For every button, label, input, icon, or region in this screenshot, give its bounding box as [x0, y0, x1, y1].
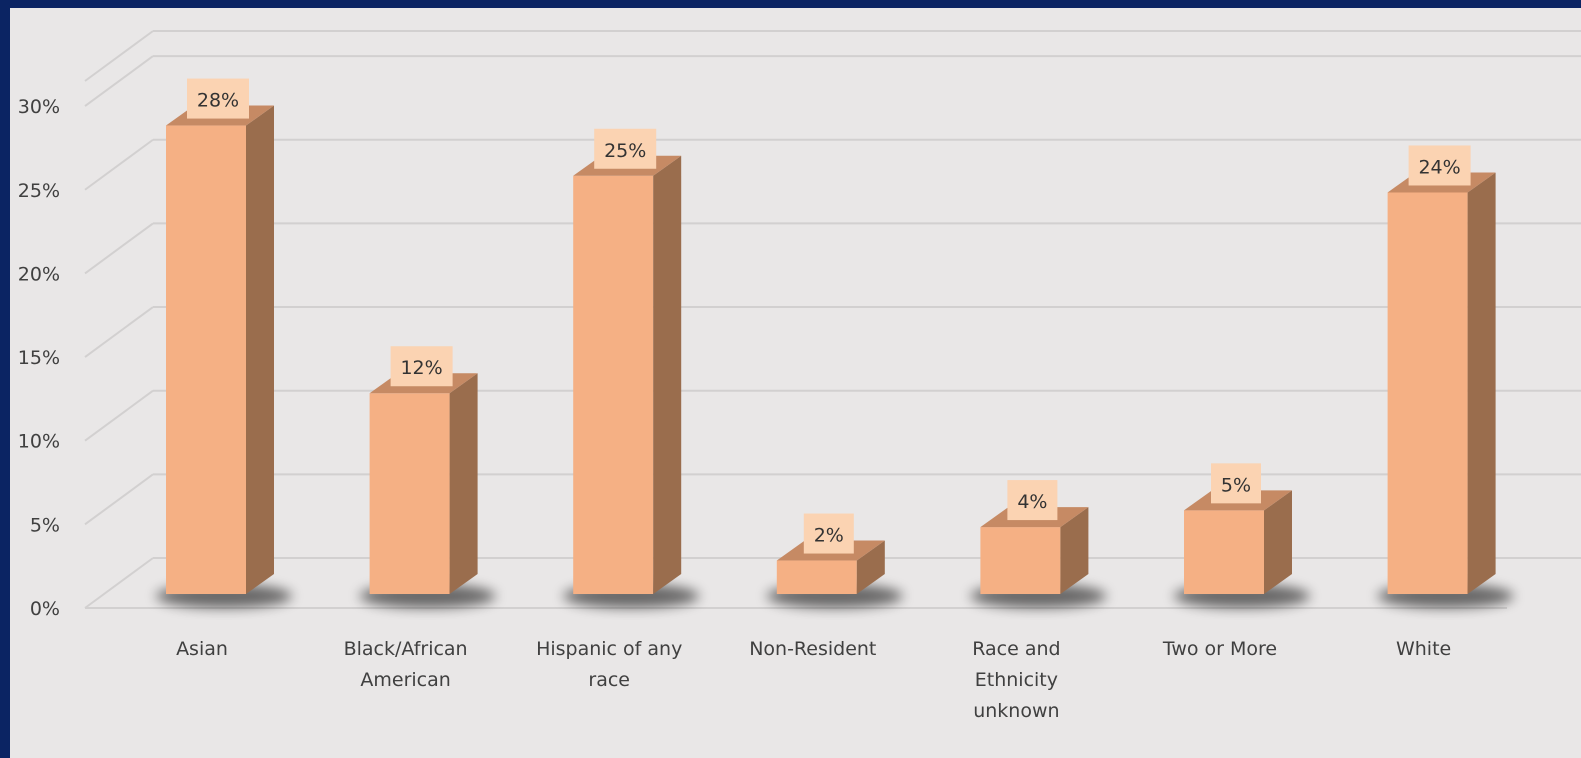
bar-side [1060, 507, 1089, 594]
bar-group: 4% [970, 480, 1107, 608]
x-tick-label: Ethnicity [975, 669, 1058, 691]
data-label: 12% [400, 357, 442, 379]
bar [573, 175, 654, 594]
side-wall-gridline [84, 138, 154, 191]
y-axis-ticks: 0% 5% 10% 15% 20% 25% 30% [18, 96, 60, 620]
x-tick-label: White [1396, 638, 1451, 660]
data-label: 24% [1418, 156, 1460, 178]
side-wall-gridline [84, 306, 154, 358]
data-label-box [1211, 463, 1261, 504]
floor-edge-left [84, 557, 154, 609]
y-tick-label: 30% [18, 96, 60, 118]
data-label-box [594, 128, 657, 169]
x-tick-label: American [360, 669, 450, 691]
y-tick-label: 25% [18, 180, 60, 202]
y-tick-label: 20% [18, 263, 60, 285]
side-wall-gridline [84, 473, 154, 526]
bar-group: 28% [156, 78, 292, 608]
side-wall-gridline [84, 389, 154, 442]
data-label-box [187, 78, 249, 119]
bar-group: 24% [1377, 145, 1514, 608]
side-wall-gridline [84, 55, 154, 107]
side-wall-gridline [84, 222, 154, 275]
x-tick-label: Black/African [344, 638, 468, 660]
bar [369, 393, 450, 594]
bar-side [856, 540, 885, 594]
data-label: 4% [1017, 491, 1047, 513]
bar-group: 25% [563, 128, 700, 608]
data-label: 5% [1221, 474, 1251, 496]
data-label: 2% [814, 525, 844, 547]
bar [1387, 192, 1468, 595]
data-label-box [1007, 480, 1058, 521]
y-tick-label: 15% [18, 347, 60, 369]
bar [776, 560, 857, 594]
y-tick-label: 0% [30, 598, 60, 620]
bar-side [1264, 490, 1292, 594]
bar-chart: 0% 5% 10% 15% 20% 25% 30% 28% 12% 25% 2% 4% 5% 24% A… [18, 30, 1581, 722]
x-tick-label: race [588, 669, 630, 691]
x-tick-label: Non-Resident [749, 638, 876, 660]
data-label-box [803, 513, 854, 554]
x-axis-labels: Asian Black/African American Hispanic of an… [176, 638, 1451, 722]
bar [980, 527, 1061, 594]
chart-panel: 0% 5% 10% 15% 20% 25% 30% 28% 12% 25% 2% 4% 5% 24% A… [10, 8, 1581, 758]
x-tick-label: Asian [176, 638, 228, 660]
x-tick-label: Race and [972, 638, 1060, 660]
data-label-box [1408, 145, 1471, 186]
data-label: 25% [604, 140, 646, 162]
side-wall-top-edge [84, 30, 154, 82]
bar-side [653, 155, 682, 594]
bars: 28% 12% 25% 2% 4% 5% 24% [156, 78, 1514, 608]
y-tick-label: 10% [18, 431, 60, 453]
bar-group: 5% [1174, 463, 1310, 608]
data-label-box [390, 346, 453, 387]
bar-side [1467, 172, 1496, 595]
bar [166, 125, 246, 594]
x-tick-label: unknown [973, 700, 1059, 722]
data-label: 28% [197, 90, 239, 112]
x-tick-label: Two or More [1162, 638, 1277, 660]
bar-side [246, 105, 274, 594]
bar [1184, 510, 1264, 594]
bar-group: 2% [766, 513, 903, 608]
y-tick-label: 5% [30, 514, 60, 536]
bar-group: 12% [359, 346, 496, 608]
x-tick-label: Hispanic of any [536, 638, 682, 660]
bar-side [449, 373, 478, 594]
